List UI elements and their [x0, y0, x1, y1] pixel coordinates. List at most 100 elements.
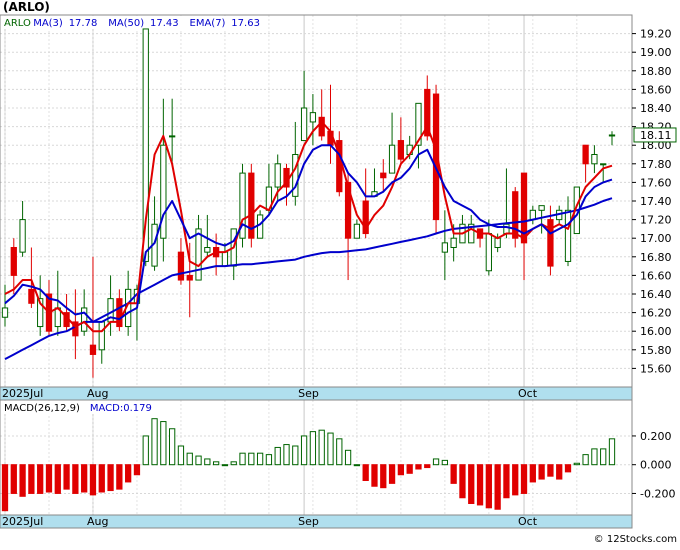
- candle-body: [485, 233, 492, 272]
- macd-bar: [230, 461, 237, 466]
- candle-body: [512, 191, 519, 239]
- ema7-line: [4, 144, 613, 323]
- candle-body: [177, 251, 185, 281]
- macd-legend-entry: MACD:0.179: [90, 403, 152, 414]
- candle-body: [1, 307, 9, 318]
- last-price-tag: 18.11: [633, 127, 677, 143]
- candle-body: [19, 219, 26, 253]
- macd-bar: [362, 464, 369, 481]
- macd-bar: [318, 429, 325, 466]
- macd-bar: [116, 464, 123, 490]
- macd-bar: [54, 464, 61, 494]
- macd-bar: [468, 464, 475, 504]
- x-tick-label: Sep: [298, 515, 319, 528]
- candle-body: [388, 144, 396, 174]
- candle-body: [98, 321, 105, 351]
- candle-body: [186, 274, 193, 281]
- macd-bar: [441, 459, 448, 466]
- x-tick-label: Oct: [518, 387, 538, 400]
- candle-body: [450, 237, 457, 248]
- candle-body: [256, 214, 264, 239]
- macd-bar: [309, 431, 317, 466]
- macd-bar: [371, 464, 378, 487]
- candle-body: [503, 223, 510, 235]
- macd-bar: [212, 461, 220, 466]
- macd-bar: [336, 438, 343, 466]
- candle-body: [318, 116, 325, 137]
- candle-body: [582, 144, 589, 165]
- last-price-box: [633, 127, 677, 143]
- price-tick-label: 19.20: [640, 28, 672, 41]
- macd-bar: [28, 464, 35, 494]
- x-tick-label: 2025Jul: [2, 515, 43, 528]
- candle-body: [89, 344, 97, 355]
- price-tick-label: 16.20: [640, 307, 672, 320]
- candle-body: [37, 298, 44, 328]
- macd-bar: [520, 464, 528, 494]
- macd-bar: [503, 464, 510, 499]
- candle-body: [538, 205, 545, 211]
- macd-bar: [529, 464, 536, 483]
- candle-body: [116, 298, 123, 328]
- macd-bar: [45, 464, 53, 493]
- macd-bar: [432, 458, 440, 466]
- macd-bar: [133, 464, 141, 476]
- macd-bar: [406, 464, 413, 474]
- macd-bar: [512, 464, 519, 496]
- macd-bar: [19, 464, 26, 497]
- candle-body: [204, 247, 211, 253]
- candle-body: [397, 140, 405, 160]
- price-tick-label: 16.00: [640, 325, 672, 338]
- indicator-lines: [4, 120, 613, 360]
- macd-bar: [415, 464, 422, 470]
- price-legend-entry: EMA(7): [190, 18, 226, 29]
- macd-bar: [476, 464, 484, 506]
- x-axis-labels-bottom: 2025Jul Aug Sep Oct: [2, 515, 538, 528]
- macd-bar: [353, 464, 361, 467]
- macd-tick-label: 0.000: [640, 459, 672, 472]
- x-tick-label: Aug: [87, 515, 108, 528]
- macd-bar: [547, 464, 554, 477]
- candle-body: [309, 112, 317, 123]
- macd-bar: [186, 452, 193, 466]
- chart-title: (ARLO): [3, 0, 50, 14]
- price-tick-label: 17.80: [640, 158, 672, 171]
- ma50-line: [4, 197, 613, 360]
- candle-body: [344, 181, 352, 239]
- watermark: © 12Stocks.com: [594, 534, 677, 545]
- price-legend-entry: MA(50): [108, 18, 144, 29]
- price-tick-label: 16.80: [640, 251, 672, 264]
- macd-bar: [151, 418, 158, 466]
- macd-bar: [556, 464, 563, 480]
- macd-bar: [564, 464, 572, 473]
- macd-bar: [81, 464, 88, 493]
- candle-body: [353, 223, 361, 239]
- macd-bar: [292, 445, 299, 466]
- candle-body: [468, 223, 475, 244]
- macd-bar: [608, 438, 616, 466]
- candle-body: [441, 242, 448, 253]
- candle-body: [81, 307, 88, 332]
- macd-bar: [239, 452, 246, 466]
- candle-body: [362, 200, 369, 235]
- macd-legend-bg: [1, 401, 151, 414]
- price-legend-value: 17.63: [231, 18, 260, 29]
- macd-histogram: [1, 418, 616, 512]
- macd-bar: [265, 454, 273, 466]
- macd-bar: [142, 435, 149, 466]
- last-price-value: 18.11: [640, 129, 672, 142]
- macd-bar: [195, 455, 202, 466]
- x-tick-label: Oct: [518, 515, 538, 528]
- candle-body: [160, 144, 167, 239]
- candle-body: [300, 107, 308, 142]
- price-tick-label: 17.60: [640, 176, 672, 189]
- candle-body: [142, 28, 149, 262]
- price-tick-label: 18.60: [640, 83, 672, 96]
- macd-bar: [388, 464, 396, 484]
- macd-bar: [169, 428, 176, 466]
- macd-bar: [485, 464, 492, 509]
- ma3-line: [4, 120, 613, 333]
- candle-body: [169, 135, 176, 138]
- candle-body: [195, 228, 202, 281]
